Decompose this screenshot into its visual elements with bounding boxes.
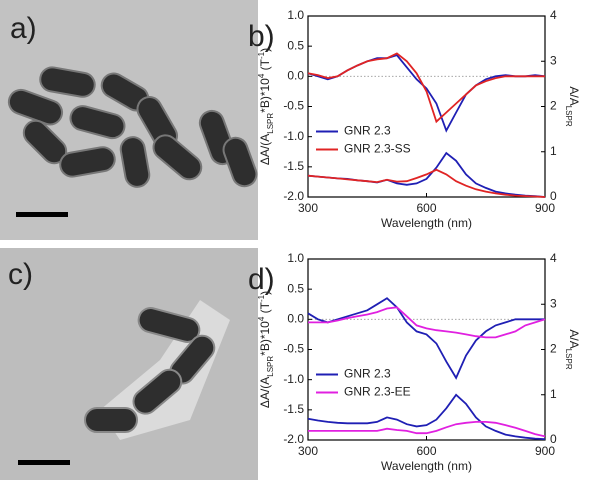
y-axis-label-part: ΔA/(A xyxy=(258,377,272,408)
x-tick-label: 300 xyxy=(298,444,318,458)
y-axis-label-part: ) xyxy=(258,48,272,52)
y-tick-label: -1.0 xyxy=(283,372,304,386)
y-tick-label: 0.5 xyxy=(287,38,304,52)
y-tick-label: -1.0 xyxy=(283,129,304,143)
y-tick-label: -2.0 xyxy=(283,432,304,446)
y-axis-label: ΔA/(ALSPR*B)*104 (T-1) xyxy=(257,291,275,408)
series-line xyxy=(308,306,546,339)
y-axis-label-part: LSPR xyxy=(266,356,275,377)
y-tick-label: 1.0 xyxy=(287,251,304,265)
y-tick-label: -1.5 xyxy=(283,402,304,416)
y-tick-label: -0.5 xyxy=(283,99,304,113)
y2-tick-label: 4 xyxy=(550,251,557,265)
y2-tick-label: 4 xyxy=(550,8,557,22)
x-tick-label: 600 xyxy=(416,201,436,215)
y2-tick-label: 1 xyxy=(550,387,557,401)
panel-label: b) xyxy=(248,20,275,53)
y-tick-label: -0.5 xyxy=(283,342,304,356)
y-tick-label: 0.0 xyxy=(287,69,304,83)
x-axis-label: Wavelength (nm) xyxy=(381,216,472,230)
legend-label: GNR 2.3 xyxy=(344,124,391,138)
y2-axis-label-part: LSPR xyxy=(564,349,573,370)
series-line xyxy=(308,421,546,438)
y-axis-label-part: 4 xyxy=(257,73,266,78)
y-axis-label: ΔA/(ALSPR*B)*104 (T-1) xyxy=(257,48,275,165)
y-axis-label-part: *B)*10 xyxy=(258,78,272,113)
x-axis-label: Wavelength (nm) xyxy=(381,459,472,473)
y-axis-label-part: *B)*10 xyxy=(258,321,272,356)
y-axis-label-part: LSPR xyxy=(266,113,275,134)
x-tick-label: 600 xyxy=(416,444,436,458)
series-line xyxy=(307,52,545,124)
y2-tick-label: 0 xyxy=(550,189,557,203)
y-tick-label: 1.0 xyxy=(287,8,304,22)
legend-label: GNR 2.3-SS xyxy=(344,142,411,156)
y-tick-label: 0.0 xyxy=(287,312,304,326)
y-axis-label-part: 4 xyxy=(257,316,266,321)
y2-tick-label: 2 xyxy=(550,342,557,356)
series-line xyxy=(307,168,546,198)
panel-label: d) xyxy=(248,263,275,296)
panel-label: c) xyxy=(8,258,33,291)
x-tick-label: 900 xyxy=(535,444,555,458)
y2-axis-label-part: A/A xyxy=(567,86,581,105)
x-tick-label: 300 xyxy=(298,201,318,215)
y-axis-label-part: (T xyxy=(258,301,272,316)
legend-label: GNR 2.3-EE xyxy=(344,385,411,399)
y-axis-label-part: -1 xyxy=(257,51,266,59)
y-tick-label: -2.0 xyxy=(283,189,304,203)
y-tick-label: -1.5 xyxy=(283,159,304,173)
y2-tick-label: 3 xyxy=(550,53,557,67)
y-axis-label-part: (T xyxy=(258,58,272,73)
y2-tick-label: 2 xyxy=(550,99,557,113)
panel-label: a) xyxy=(10,12,37,45)
legend-label: GNR 2.3 xyxy=(344,367,391,381)
y2-axis-label-part: A/A xyxy=(567,329,581,348)
tem-image-c: c) xyxy=(0,248,258,480)
y-axis-label-part: -1 xyxy=(257,294,266,302)
y2-tick-label: 0 xyxy=(550,432,557,446)
x-tick-label: 900 xyxy=(535,201,555,215)
tem-image-a: a) xyxy=(0,0,258,240)
plot-frame xyxy=(307,15,546,198)
y2-tick-label: 1 xyxy=(550,144,557,158)
y-axis-label-part: ΔA/(A xyxy=(258,134,272,165)
y2-axis-label-part: LSPR xyxy=(564,106,573,127)
y2-tick-label: 3 xyxy=(550,296,557,310)
y-axis-label-part: ) xyxy=(258,291,272,295)
y2-axis-label: A/ALSPR xyxy=(564,86,580,126)
series-line xyxy=(307,297,545,380)
y-tick-label: 0.5 xyxy=(287,281,304,295)
y2-axis-label: A/ALSPR xyxy=(564,329,580,369)
series-line xyxy=(307,393,546,440)
plot-frame xyxy=(307,258,546,441)
